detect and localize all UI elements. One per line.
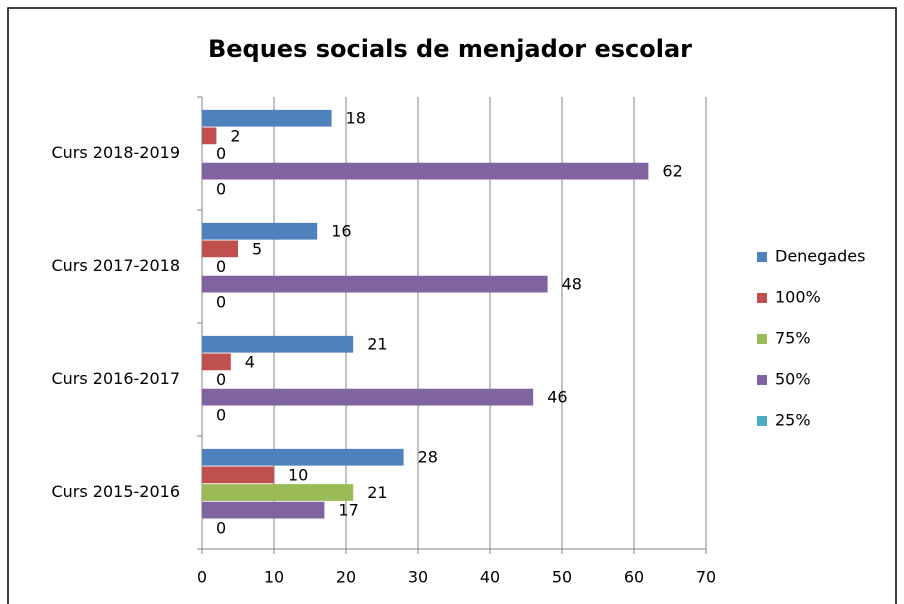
data-label: 0 — [216, 518, 226, 537]
bar — [202, 353, 231, 371]
data-label: 2 — [230, 126, 240, 145]
x-tick-label: 30 — [408, 568, 428, 587]
data-label: 17 — [338, 501, 358, 520]
data-label: 28 — [418, 448, 438, 467]
data-label: 0 — [216, 370, 226, 389]
x-tick-label: 40 — [480, 568, 500, 587]
x-tick-label: 20 — [336, 568, 356, 587]
chart-frame — [7, 7, 897, 604]
data-label: 62 — [662, 162, 682, 181]
bar — [202, 484, 354, 501]
data-label: 0 — [216, 257, 226, 276]
data-label: 46 — [547, 388, 567, 407]
legend-label: 25% — [775, 411, 811, 430]
bar — [202, 275, 548, 293]
y-tick-label: Curs 2018-2019 — [51, 143, 180, 162]
legend-label: 100% — [775, 288, 821, 307]
x-tick-label: 50 — [552, 568, 572, 587]
legend-swatch — [757, 416, 767, 426]
bar — [202, 335, 354, 353]
data-label: 0 — [216, 179, 226, 198]
bar — [202, 388, 534, 406]
bar — [202, 448, 404, 466]
y-tick-label: Curs 2017-2018 — [51, 256, 180, 275]
y-tick-label: Curs 2016-2017 — [51, 369, 180, 388]
legend-label: 75% — [775, 329, 811, 348]
bar — [202, 466, 274, 484]
legend-swatch — [757, 375, 767, 385]
data-label: 48 — [562, 275, 582, 294]
x-tick-label: 60 — [624, 568, 644, 587]
data-label: 16 — [331, 222, 351, 241]
data-label: 0 — [216, 405, 226, 424]
legend-swatch — [757, 293, 767, 303]
bar — [202, 222, 318, 240]
data-label: 21 — [367, 483, 387, 502]
data-label: 5 — [252, 239, 262, 258]
data-label: 0 — [216, 144, 226, 163]
x-tick-label: 0 — [197, 568, 207, 587]
bar — [202, 162, 649, 180]
legend-swatch — [757, 252, 767, 262]
bar — [202, 127, 217, 145]
x-tick-label: 70 — [696, 568, 716, 587]
y-tick-label: Curs 2015-2016 — [51, 482, 180, 501]
x-tick-label: 10 — [264, 568, 284, 587]
legend-swatch — [757, 334, 767, 344]
bar — [202, 109, 332, 127]
chart-title: Beques socials de menjador escolar — [208, 35, 692, 63]
data-label: 0 — [216, 292, 226, 311]
bar — [202, 240, 238, 258]
data-label: 4 — [245, 352, 255, 371]
legend-label: Denegades — [775, 247, 865, 266]
legend-label: 50% — [775, 370, 811, 389]
data-label: 10 — [288, 465, 308, 484]
bar — [202, 501, 325, 519]
data-label: 18 — [346, 109, 366, 128]
data-label: 21 — [367, 335, 387, 354]
